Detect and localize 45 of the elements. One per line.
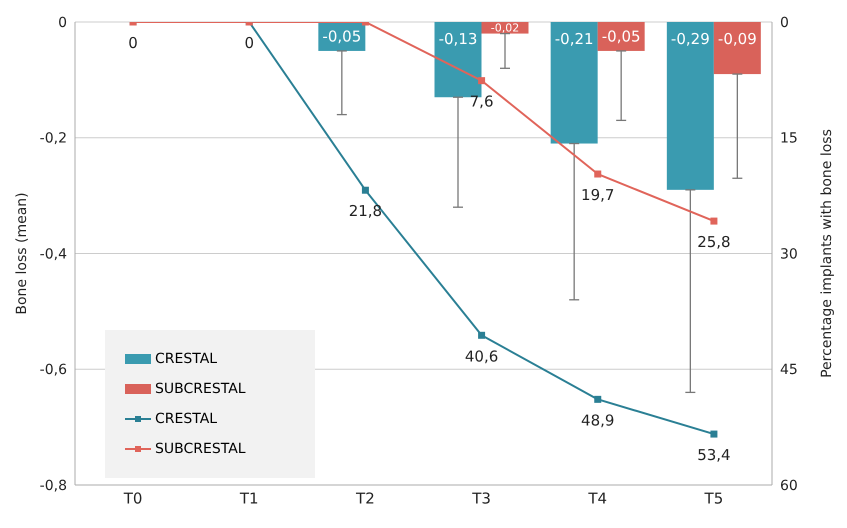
data-label: -0,21 xyxy=(554,30,594,48)
legend-label: SUBCRESTAL xyxy=(155,381,246,397)
y2-tick-label: 60 xyxy=(780,478,798,494)
point xyxy=(710,430,718,438)
data-label: 0 xyxy=(128,34,138,52)
x-tick-label: T2 xyxy=(355,490,375,508)
data-label: -0,13 xyxy=(438,30,478,48)
y-tick-label: -0,2 xyxy=(40,130,67,147)
point xyxy=(478,332,486,339)
data-label: -0,09 xyxy=(718,30,757,48)
y2-tick-label: 15 xyxy=(780,130,798,147)
data-label: 0 xyxy=(244,34,254,52)
y2-tick-label: 45 xyxy=(780,362,798,378)
y2-axis-title: Percentage implants with bone loss xyxy=(818,129,835,378)
y2-tick-label: 30 xyxy=(780,246,798,262)
y-tick-label: -0,8 xyxy=(40,478,67,494)
data-label: 21,8 xyxy=(348,202,382,220)
y-tick-label: -0,4 xyxy=(40,246,68,262)
legend-label: SUBCRESTAL xyxy=(155,441,246,457)
data-label: 7,6 xyxy=(470,92,494,111)
y-axis-title: Bone loss (mean) xyxy=(14,192,30,315)
point xyxy=(710,218,718,225)
data-label: -0,29 xyxy=(670,30,710,48)
data-label: 40,6 xyxy=(464,347,498,366)
point xyxy=(362,186,369,194)
x-tick-label: T4 xyxy=(587,490,608,508)
y2-tick-label: 0 xyxy=(780,14,789,31)
data-label: -0,02 xyxy=(490,22,520,35)
x-tick-label: T0 xyxy=(122,490,142,508)
legend-label: CRESTAL xyxy=(155,411,218,427)
point xyxy=(594,170,602,178)
point xyxy=(594,396,602,403)
data-label: 19,7 xyxy=(581,186,614,204)
y-tick-label: 0 xyxy=(58,14,67,31)
x-tick-label: T1 xyxy=(238,490,259,508)
legend-label: CRESTAL xyxy=(155,351,218,367)
data-label: -0,05 xyxy=(322,28,362,46)
x-tick-label: T5 xyxy=(704,490,724,508)
data-label: 48,9 xyxy=(581,411,614,430)
data-label: 53,4 xyxy=(697,446,731,464)
data-label: -0,05 xyxy=(602,28,641,46)
data-label: 25,8 xyxy=(697,233,731,252)
x-tick-label: T3 xyxy=(471,490,491,508)
point xyxy=(478,77,486,84)
y-tick-label: -0,6 xyxy=(40,362,68,378)
